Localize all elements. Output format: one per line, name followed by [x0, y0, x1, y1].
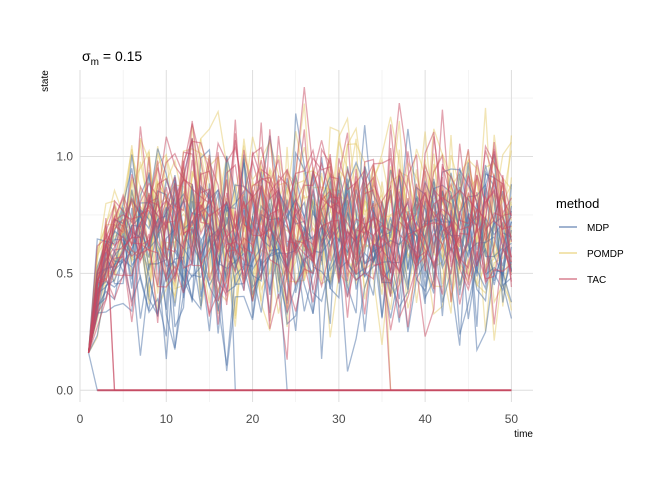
series-line-tac: [87, 124, 513, 354]
series-line-tac: [87, 131, 513, 353]
x-tick-label: 20: [246, 412, 260, 426]
y-tick-label: 0.5: [56, 266, 73, 280]
series-line-mdp: [87, 113, 513, 353]
x-tick-label: 0: [77, 412, 84, 426]
x-axis-label: time: [514, 429, 533, 440]
chart-title-subscript: m: [91, 57, 99, 68]
y-axis-label: state: [40, 70, 51, 92]
y-tick-label: 0.0: [56, 383, 73, 397]
y-tick-label: 1.0: [56, 150, 73, 164]
series-line-tac: [87, 129, 513, 354]
series-line-tac: [87, 119, 512, 353]
x-tick-label: 30: [332, 412, 346, 426]
legend-label-mdp: MDP: [587, 223, 610, 234]
y-tick-labels: 0.0 0.5 1.0: [56, 150, 73, 398]
series-line-mdp: [87, 165, 512, 372]
x-tick-label: 40: [418, 412, 432, 426]
legend-title: method: [556, 196, 599, 211]
series-lines: [87, 87, 513, 392]
x-tick-labels: 0 10 20 30 40 50: [77, 412, 519, 426]
series-line-mdp: [87, 352, 512, 391]
x-tick-label: 10: [160, 412, 174, 426]
chart-title: σm = 0.15: [82, 48, 142, 68]
chart-title-symbol: σ: [82, 48, 91, 64]
series-line-tac: [87, 142, 512, 354]
x-tick-label: 50: [505, 412, 519, 426]
chart-title-rest: = 0.15: [99, 48, 142, 64]
series-line-tac: [87, 120, 512, 353]
legend-label-pomdp: POMDP: [587, 249, 624, 260]
series-line-tac: [87, 147, 513, 353]
series-line-tac: [87, 122, 512, 353]
legend: method MDP POMDP TAC: [556, 196, 624, 286]
legend-label-tac: TAC: [587, 275, 606, 286]
